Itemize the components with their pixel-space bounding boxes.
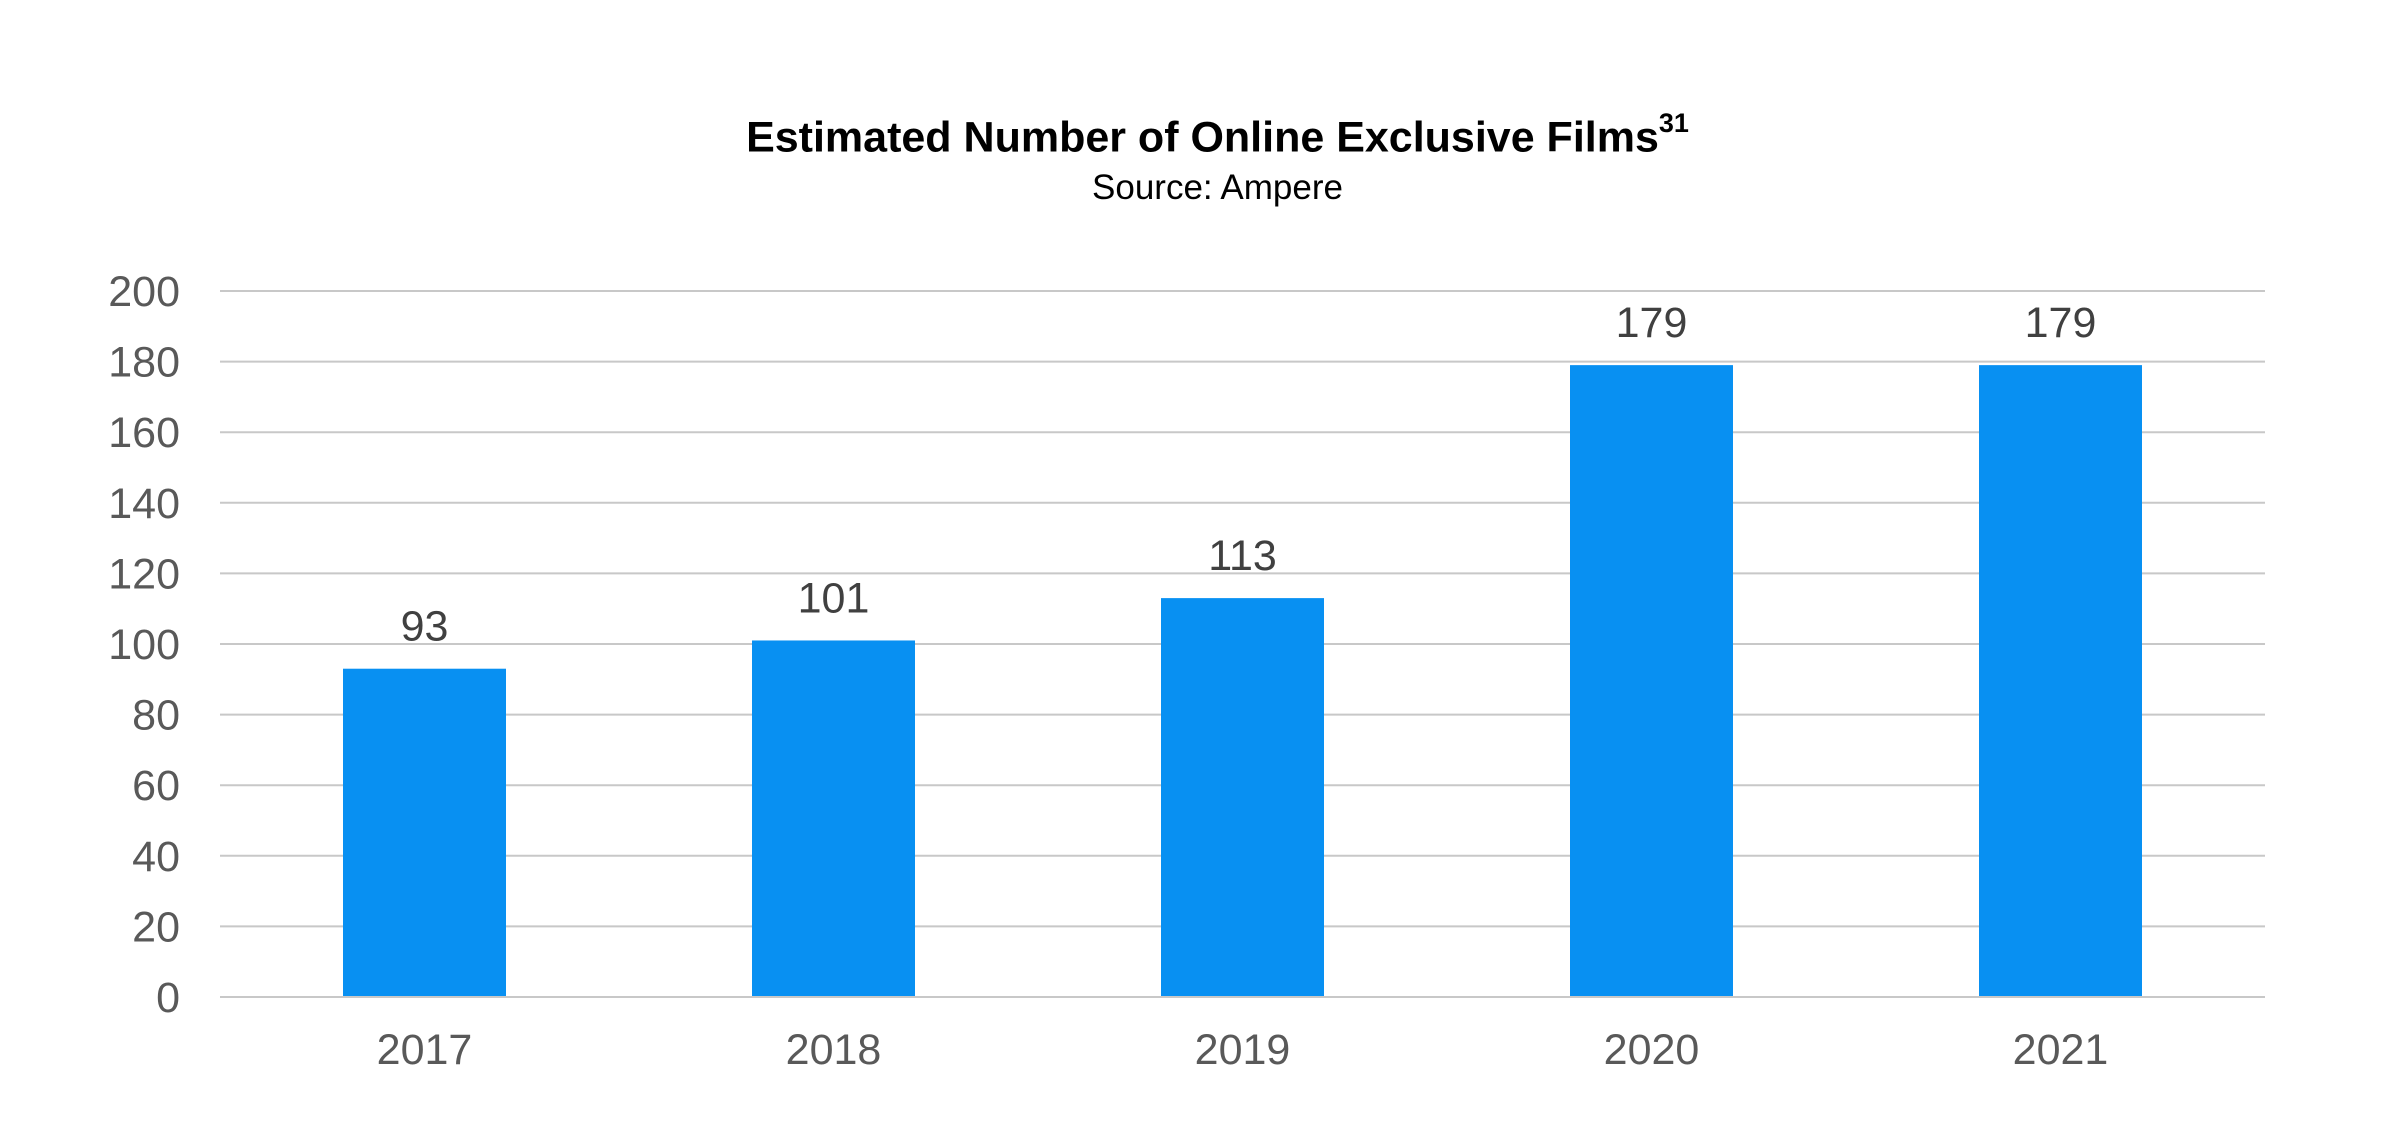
y-tick-label: 60	[132, 762, 180, 810]
y-tick-label: 120	[108, 550, 180, 598]
bar-2018	[752, 640, 915, 997]
x-tick-label: 2019	[1195, 1026, 1291, 1074]
data-label: 179	[2025, 299, 2097, 347]
data-label: 179	[1616, 299, 1688, 347]
data-label: 93	[401, 603, 449, 651]
y-tick-label: 180	[108, 339, 180, 387]
bars	[343, 365, 2142, 997]
data-label: 101	[798, 574, 870, 622]
x-tick-label: 2021	[2013, 1026, 2109, 1074]
x-axis-ticks: 2017 2018 2019 2020 2021	[377, 1026, 2109, 1074]
y-tick-label: 0	[156, 974, 180, 1022]
bar-2017	[343, 668, 506, 997]
data-labels: 93 101 113 179 179	[401, 299, 2097, 651]
y-tick-label: 100	[108, 621, 180, 669]
x-tick-label: 2017	[377, 1026, 473, 1074]
y-tick-label: 40	[132, 833, 180, 881]
bar-2020	[1570, 365, 1733, 997]
bar-2021	[1979, 365, 2142, 997]
bar-2019	[1161, 598, 1324, 997]
y-axis-ticks: 0 20 40 60 80 100 120 140 160 180 200	[108, 268, 180, 1022]
y-tick-label: 80	[132, 692, 180, 740]
y-tick-label: 20	[132, 903, 180, 951]
x-tick-label: 2020	[1604, 1026, 1700, 1074]
x-tick-label: 2018	[786, 1026, 882, 1074]
data-label: 113	[1208, 532, 1277, 580]
chart-title-footnote: 31	[1658, 108, 1689, 138]
y-tick-label: 160	[108, 409, 180, 457]
chart-title-text: Estimated Number of Online Exclusive Fil…	[746, 113, 1659, 162]
y-tick-label: 140	[108, 480, 180, 528]
y-tick-label: 200	[108, 268, 180, 316]
chart-title: Estimated Number of Online Exclusive Fil…	[0, 108, 2400, 162]
chart-subtitle: Source: Ampere	[1092, 168, 1343, 207]
